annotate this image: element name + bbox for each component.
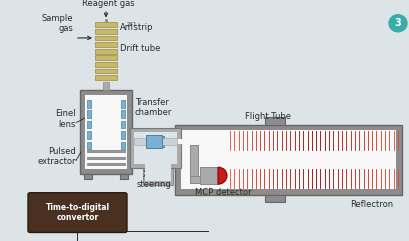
Text: Sample
gas: Sample gas	[41, 14, 73, 33]
Bar	[132, 138, 175, 145]
Text: Einel
lens: Einel lens	[55, 109, 76, 129]
Text: Am: Am	[120, 23, 134, 32]
Text: Pulsed
extractor: Pulsed extractor	[37, 147, 76, 167]
Bar	[189, 145, 198, 181]
Bar	[84, 174, 92, 180]
Text: strip: strip	[131, 23, 152, 32]
Bar	[87, 131, 91, 139]
Bar	[146, 136, 164, 147]
Bar	[103, 82, 109, 90]
Bar	[175, 125, 401, 195]
Bar	[189, 176, 220, 183]
Bar	[87, 150, 125, 152]
Bar	[95, 62, 117, 67]
Bar	[134, 132, 177, 164]
FancyBboxPatch shape	[28, 193, 127, 233]
Text: Reagent gas: Reagent gas	[81, 0, 134, 8]
Bar	[121, 121, 125, 128]
Text: Drift tube: Drift tube	[120, 44, 160, 53]
Bar	[120, 174, 128, 180]
Bar	[95, 49, 117, 54]
Bar	[121, 142, 125, 149]
Bar	[121, 100, 125, 107]
Bar	[95, 22, 117, 27]
Bar	[87, 142, 91, 149]
Bar	[200, 167, 218, 184]
Text: Reflectron: Reflectron	[350, 200, 393, 209]
Bar	[95, 75, 117, 80]
Bar	[145, 138, 171, 181]
Text: Time-to-digital
convertor: Time-to-digital convertor	[45, 203, 109, 222]
Bar	[121, 110, 125, 118]
Text: Flight Tube: Flight Tube	[245, 112, 291, 121]
Wedge shape	[218, 167, 227, 184]
Bar	[264, 117, 284, 125]
Bar	[180, 130, 395, 189]
Bar	[87, 121, 91, 128]
Bar	[130, 128, 180, 168]
Bar	[85, 95, 127, 169]
Text: MCP detector: MCP detector	[194, 188, 251, 197]
Bar	[87, 157, 125, 159]
Bar	[80, 90, 132, 174]
Bar	[121, 131, 125, 139]
Bar	[95, 69, 117, 74]
Bar	[87, 100, 91, 107]
Text: 3: 3	[393, 18, 400, 28]
Bar	[87, 163, 125, 165]
Text: Transfer
chamber: Transfer chamber	[135, 98, 172, 117]
Bar	[143, 136, 173, 185]
Text: X & Y
steering: X & Y steering	[136, 170, 171, 189]
Bar	[264, 195, 284, 202]
Bar	[95, 55, 117, 60]
Bar	[95, 36, 117, 40]
Bar	[134, 138, 177, 145]
Bar	[87, 110, 91, 118]
Circle shape	[388, 15, 406, 32]
Bar	[95, 42, 117, 47]
Bar	[175, 139, 182, 144]
Bar	[146, 135, 162, 148]
Bar	[95, 29, 117, 34]
Text: 241: 241	[127, 22, 137, 27]
